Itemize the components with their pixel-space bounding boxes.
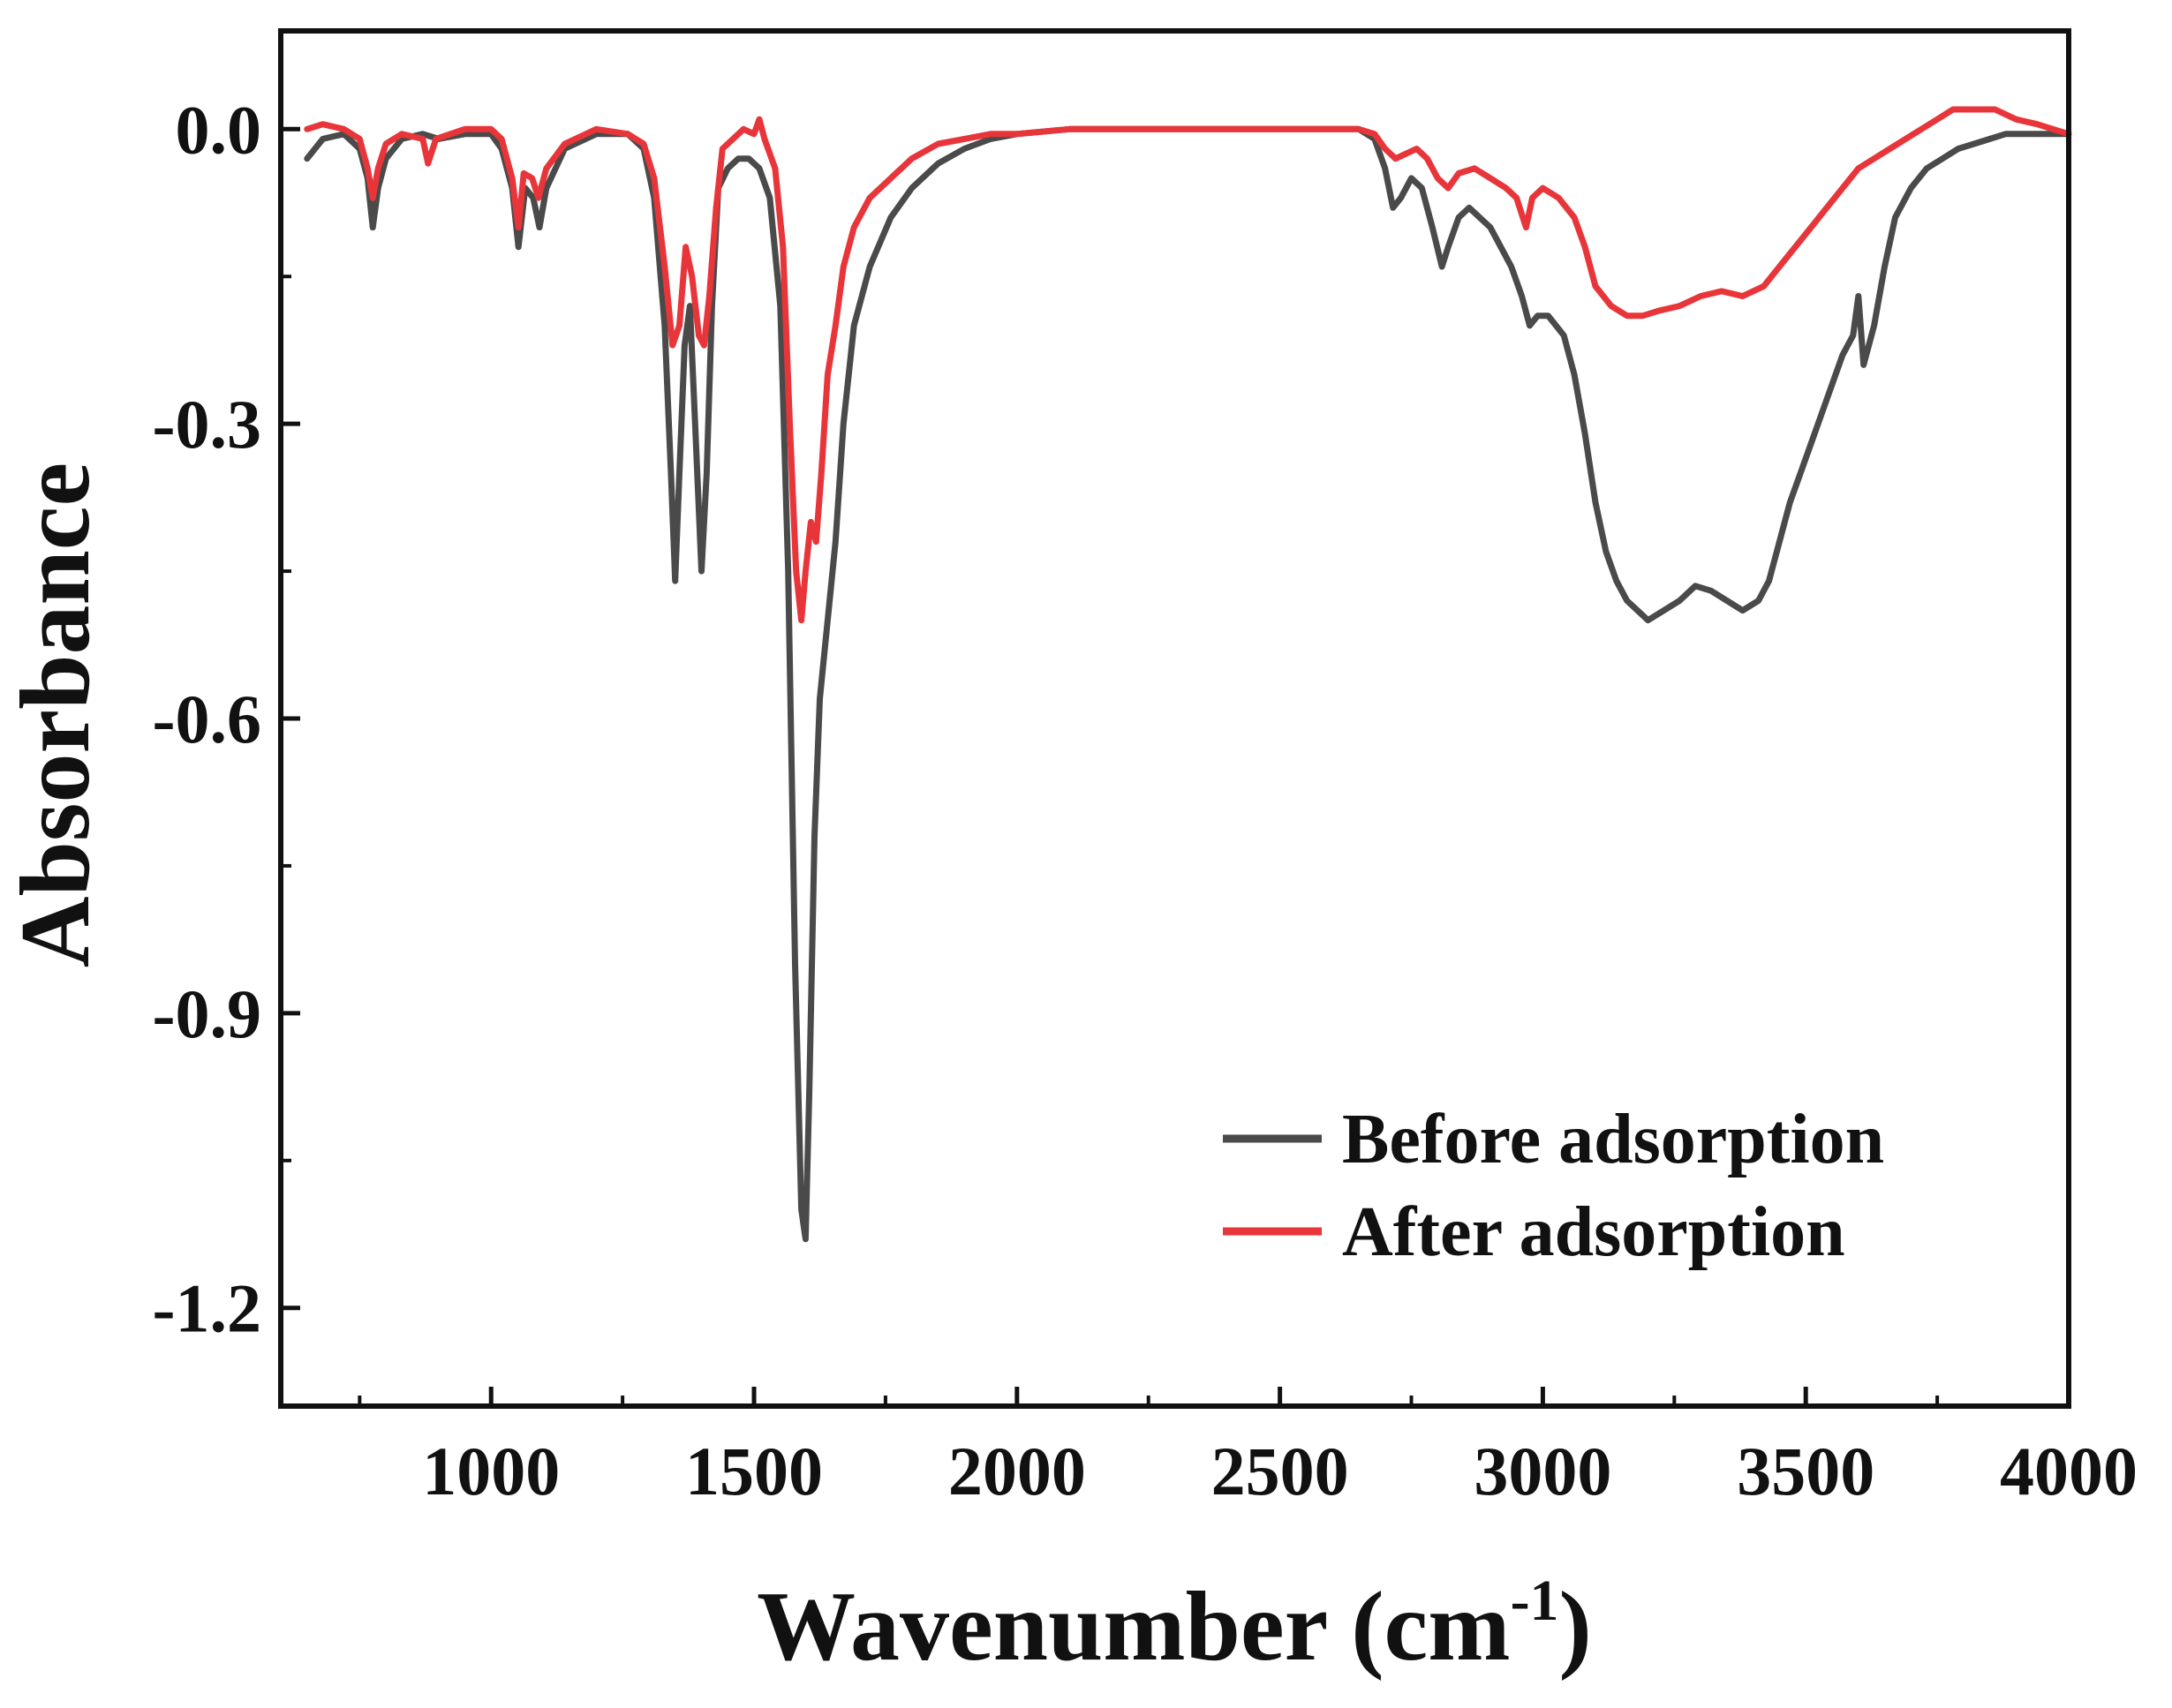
- y-tick-label: -1.2: [153, 1270, 261, 1347]
- legend: Before adsorption After adsorption: [1223, 1101, 1884, 1271]
- x-axis-title-superscript: -1: [1511, 1569, 1559, 1633]
- y-tick-label: -0.6: [153, 681, 261, 757]
- x-tick-label: 4000: [2000, 1433, 2138, 1509]
- x-tick-label: 3500: [1737, 1433, 1874, 1509]
- x-tick-label: 2500: [1211, 1433, 1349, 1509]
- x-tick-label: 2000: [948, 1433, 1086, 1509]
- x-axis-title-close: ): [1559, 1572, 1592, 1682]
- y-tick-label: 0.0: [176, 91, 262, 168]
- x-tick-label: 1000: [422, 1433, 560, 1509]
- legend-label-before-adsorption: Before adsorption: [1342, 1101, 1884, 1178]
- series-line-before-adsorption: [304, 125, 2072, 1243]
- plot-lines: [304, 106, 2072, 1243]
- x-tick-label: 1500: [685, 1433, 823, 1509]
- x-axis-title: Wavenumber (cm-1): [757, 1569, 1592, 1682]
- series-line-after-adsorption: [304, 106, 2072, 624]
- y-axis-title: Absorbance: [1, 463, 110, 967]
- x-axis-ticks: 1000 1500 2000 2500 3000 3500 4000: [358, 1387, 2138, 1509]
- x-tick-label: 3000: [1474, 1433, 1611, 1509]
- y-tick-label: -0.3: [153, 386, 261, 463]
- y-tick-label: -0.9: [153, 975, 261, 1052]
- legend-label-after-adsorption: After adsorption: [1342, 1193, 1845, 1271]
- y-axis-ticks: 0.0 -0.3 -0.6 -0.9 -1.2: [153, 91, 300, 1347]
